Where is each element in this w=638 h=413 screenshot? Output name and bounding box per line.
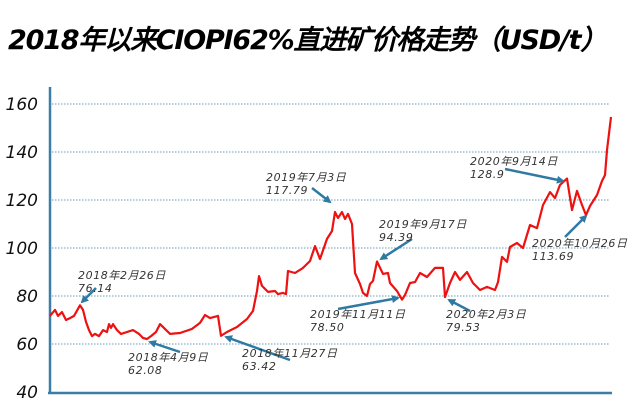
annotation-value: 78.50 <box>310 321 345 334</box>
annotation-date: 2019年9月17日 <box>379 218 467 231</box>
y-tick-label: 160 <box>6 95 38 115</box>
annotation-value: 76.14 <box>78 282 113 295</box>
annotation-arrow-icon <box>224 335 291 362</box>
y-tick-label: 80 <box>16 287 38 307</box>
annotation-date: 2020年2月3日 <box>446 308 527 321</box>
annotation-value: 79.53 <box>446 321 481 334</box>
annotation-arrow-icon <box>504 167 565 184</box>
annotation-value: 117.79 <box>266 184 308 197</box>
chart-title: 2018年以来CIOPI62%直进矿价格走势（USD/t） <box>8 25 607 56</box>
annotation-arrow-icon <box>80 287 97 304</box>
annotation-value: 113.69 <box>532 250 574 263</box>
annotation-date: 2018年2月26日 <box>78 269 166 282</box>
y-tick-label: 40 <box>16 383 38 403</box>
annotation-date: 2019年11月11日 <box>310 308 406 321</box>
annotation-arrow-icon <box>564 214 588 238</box>
price-line <box>49 116 613 341</box>
y-tick-label: 140 <box>6 143 38 163</box>
y-tick-label: 100 <box>6 239 38 259</box>
annotation-value: 62.08 <box>128 364 163 377</box>
annotation-arrow-icon <box>311 187 332 204</box>
annotation-arrow-icon <box>447 298 471 313</box>
annotation-date: 2020年9月14日 <box>470 155 558 168</box>
annotation-arrow-icon <box>337 295 400 311</box>
annotation-value: 94.39 <box>379 231 414 244</box>
annotation-date: 2019年7月3日 <box>266 171 347 184</box>
annotation-arrow-icon <box>148 340 181 354</box>
annotation-value: 128.9 <box>470 168 505 181</box>
annotation-date: 2018年11月27日 <box>242 347 338 360</box>
annotation-arrow-icon <box>379 237 413 261</box>
annotation-value: 63.42 <box>242 360 277 373</box>
annotation-date: 2020年10月26日 <box>532 237 628 250</box>
y-tick-label: 120 <box>6 191 38 211</box>
annotation-date: 2018年4月9日 <box>128 351 209 364</box>
y-tick-label: 60 <box>16 335 38 355</box>
y-axis-ticks: 40 60 80 100 120 140 160 <box>6 95 38 403</box>
